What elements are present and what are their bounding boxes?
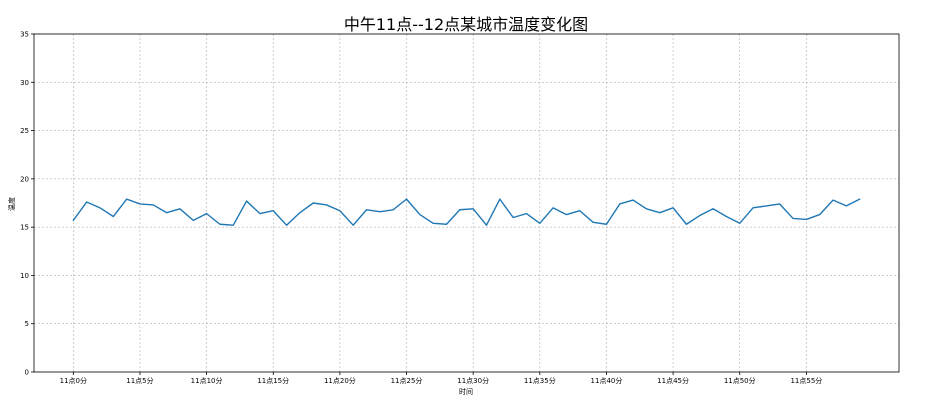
series-line-0 <box>72 198 861 226</box>
chart-title: 中午11点--12点某城市温度变化图 <box>344 15 588 34</box>
x-tick-label: 11点5分 <box>126 376 153 385</box>
x-tick-label: 11点0分 <box>60 376 87 385</box>
y-tick-label: 20 <box>20 175 29 183</box>
series-layer <box>72 198 861 226</box>
x-tick-label: 11点30分 <box>457 376 489 385</box>
x-tick-label: 11点15分 <box>257 376 289 385</box>
x-tick-label: 11点50分 <box>724 376 756 385</box>
y-axis-label: 温度 <box>7 197 16 211</box>
x-tick-label: 11点20分 <box>324 376 356 385</box>
x-axis-label: 时间 <box>459 387 473 396</box>
y-tick-label: 35 <box>20 31 29 39</box>
x-tick-label: 11点45分 <box>657 376 689 385</box>
plot-frame <box>33 33 900 373</box>
x-tick-label: 11点40分 <box>591 376 623 385</box>
x-tick-label: 11点10分 <box>191 376 223 385</box>
y-tick-label: 30 <box>20 79 29 87</box>
y-tick-label: 10 <box>20 272 29 280</box>
y-tick-label: 0 <box>25 369 29 377</box>
grid-lines <box>34 33 899 373</box>
y-tick-label: 15 <box>20 224 29 232</box>
axes: 0 5 10 15 20 25 30 35 11点0分 11点5分 11点10分 11点15分 11点2… <box>20 31 900 385</box>
y-tick-label: 5 <box>25 320 29 328</box>
x-tick-label: 11点55分 <box>790 376 822 385</box>
y-tick-label: 25 <box>20 127 29 135</box>
x-tick-label: 11点35分 <box>524 376 556 385</box>
x-tick-label: 11点25分 <box>391 376 423 385</box>
